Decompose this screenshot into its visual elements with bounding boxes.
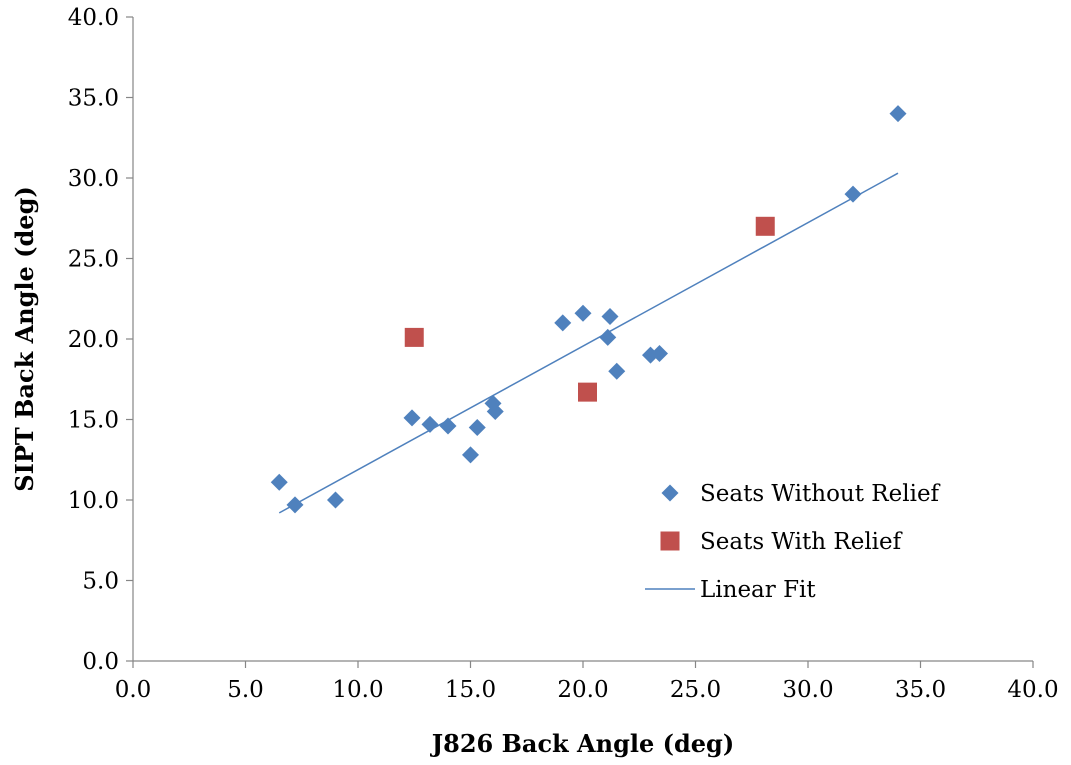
y-tick-label: 0.0	[82, 649, 119, 675]
with-relief-point	[755, 216, 775, 236]
without-relief-point	[439, 417, 457, 435]
without-relief-point	[554, 314, 572, 332]
x-tick-label: 40.0	[1007, 677, 1058, 703]
without-relief-point	[270, 473, 288, 491]
x-tick-label: 0.0	[115, 677, 152, 703]
data-points-layer	[270, 105, 907, 514]
without-relief-point	[599, 328, 617, 346]
linear-fit-layer	[278, 172, 899, 514]
without-relief-point	[403, 409, 421, 427]
y-tick-label: 20.0	[68, 327, 119, 353]
linear-fit-line	[278, 172, 899, 514]
x-axis-title: J826 Back Angle (deg)	[430, 729, 734, 758]
without-relief-point	[327, 491, 344, 509]
without-relief-point	[601, 307, 619, 325]
legend-label: Seats With Relief	[700, 529, 903, 555]
y-axis-title: SIPT Back Angle (deg)	[10, 186, 39, 491]
without-relief-point	[468, 419, 486, 437]
without-relief-point	[651, 344, 668, 362]
y-tick-label: 25.0	[68, 247, 119, 273]
without-relief-point	[844, 185, 862, 203]
without-relief-point	[889, 105, 907, 123]
without-relief-point	[574, 304, 592, 322]
x-axis-ticks: 0.0 5.0 10.0 15.0 20.0 25.0 30.0 35.0 40.0	[115, 661, 1059, 703]
without-relief-point	[462, 446, 479, 464]
x-tick-label: 25.0	[670, 677, 721, 703]
without-relief-point	[486, 402, 504, 420]
legend: Seats Without Relief Seats With Relief Lin…	[645, 481, 941, 603]
legend-square-swatch	[660, 531, 680, 551]
without-relief-point	[608, 362, 626, 380]
without-relief-point	[421, 415, 439, 433]
with-relief-point	[404, 327, 424, 347]
y-tick-label: 5.0	[82, 569, 119, 595]
x-tick-label: 10.0	[332, 677, 383, 703]
y-tick-label: 35.0	[68, 86, 119, 112]
y-tick-label: 10.0	[68, 488, 119, 514]
y-tick-label: 40.0	[68, 5, 119, 31]
without-relief-point	[286, 496, 304, 514]
x-tick-label: 20.0	[557, 677, 608, 703]
legend-diamond-swatch	[661, 484, 679, 502]
with-relief-point	[578, 382, 597, 402]
x-tick-label: 30.0	[782, 677, 833, 703]
y-axis-ticks: 0.0 5.0 10.0 15.0 20.0 25.0 30.0 35.0 40.0	[68, 5, 133, 675]
x-tick-label: 35.0	[895, 677, 946, 703]
legend-label: Seats Without Relief	[700, 481, 941, 507]
y-tick-label: 15.0	[68, 408, 119, 434]
x-tick-label: 15.0	[445, 677, 496, 703]
y-tick-label: 30.0	[68, 166, 119, 192]
legend-label: Linear Fit	[700, 577, 816, 603]
x-tick-label: 5.0	[227, 677, 264, 703]
